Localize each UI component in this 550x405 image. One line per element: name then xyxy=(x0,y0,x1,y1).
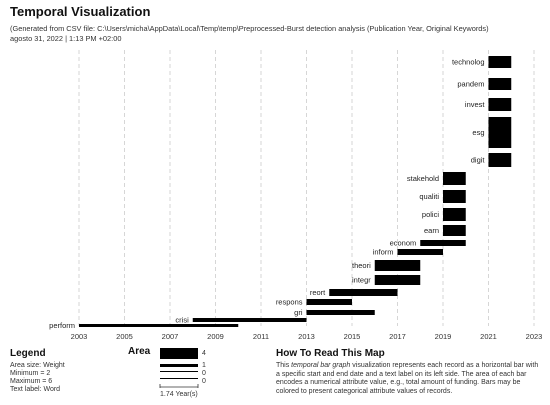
bar-label: pandem xyxy=(457,80,484,89)
x-tick-label: 2005 xyxy=(116,332,133,341)
area-swatch xyxy=(160,378,198,379)
area-swatch xyxy=(160,348,198,359)
x-tick-label: 2007 xyxy=(162,332,179,341)
page-title: Temporal Visualization xyxy=(10,4,151,19)
bar-label: theori xyxy=(352,261,371,270)
subtitle-date: agosto 31, 2022 | 1:13 PM +02:00 xyxy=(10,34,122,43)
bar-label: esg xyxy=(472,128,484,137)
x-tick-label: 2023 xyxy=(526,332,543,341)
bar-theori xyxy=(374,260,421,271)
bar-label: digit xyxy=(471,156,486,165)
bar-label: reort xyxy=(310,288,326,297)
bar-earn xyxy=(443,225,466,236)
legend-line: Area size: Weight xyxy=(10,362,65,369)
bar-label: gri xyxy=(294,308,303,317)
bar-label: respons xyxy=(276,298,303,307)
bar-label: perform xyxy=(49,321,75,330)
x-tick-label: 2011 xyxy=(253,332,269,341)
x-tick-label: 2003 xyxy=(71,332,88,341)
x-tick-label: 2021 xyxy=(480,332,497,341)
legend-title: Legend xyxy=(10,348,46,359)
bar-inform xyxy=(397,249,443,255)
bar-integr xyxy=(374,275,421,285)
bar-label: inform xyxy=(373,248,394,257)
x-tick-label: 2017 xyxy=(389,332,406,341)
x-tick-label: 2019 xyxy=(435,332,452,341)
how-to-read-title: How To Read This Map xyxy=(276,348,385,359)
bar-label: invest xyxy=(465,100,486,109)
bar-stakehold xyxy=(443,172,466,185)
bar-crisi xyxy=(192,318,307,322)
bar-label: qualiti xyxy=(419,192,439,201)
area-value: 0 xyxy=(202,378,206,385)
bar-reort xyxy=(329,289,398,296)
bar-digit xyxy=(488,153,512,167)
bar-polici xyxy=(443,208,466,221)
x-tick-label: 2015 xyxy=(344,332,361,341)
x-tick-label: 2013 xyxy=(298,332,315,341)
legend-line: Text label: Word xyxy=(10,386,61,393)
bar-label: technolog xyxy=(452,58,485,67)
bar-perform xyxy=(79,324,239,327)
area-legend-title: Area xyxy=(128,346,151,357)
bar-gri xyxy=(306,310,375,315)
area-value: 1 xyxy=(202,362,206,369)
bar-label: crisi xyxy=(175,316,189,325)
area-swatch xyxy=(160,371,198,372)
area-value: 0 xyxy=(202,370,206,377)
how-to-read-text: This temporal bar graph visualization re… xyxy=(276,362,539,395)
bar-qualiti xyxy=(443,190,466,203)
bar-pandem xyxy=(488,78,512,90)
bar-label: integr xyxy=(352,276,371,285)
bar-label: polici xyxy=(422,210,439,219)
x-tick-label: 2009 xyxy=(207,332,224,341)
bar-technolog xyxy=(488,56,512,68)
legend-line: Maximum = 6 xyxy=(10,378,53,385)
bar-label: econom xyxy=(390,239,417,248)
bar-label: stakehold xyxy=(407,174,439,183)
bar-respons xyxy=(306,299,352,305)
legend-line: Minimum = 2 xyxy=(10,370,51,377)
area-scale-label: 1.74 Year(s) xyxy=(160,391,198,398)
area-value: 4 xyxy=(202,350,206,357)
area-swatch xyxy=(160,364,198,367)
bar-econom xyxy=(420,240,466,246)
bar-label: earn xyxy=(424,226,439,235)
subtitle-source: (Generated from CSV file: C:\Users\micha… xyxy=(10,24,489,33)
bar-invest xyxy=(488,98,512,111)
bar-esg xyxy=(488,117,512,148)
